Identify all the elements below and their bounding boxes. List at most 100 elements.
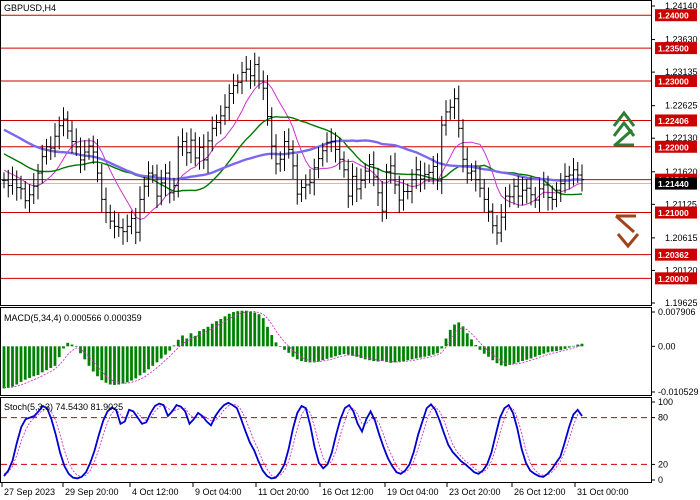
price-bar	[461, 119, 465, 173]
stoch-panel-frame	[0, 397, 652, 483]
macd-histogram	[2, 310, 584, 389]
price-bar	[567, 165, 572, 190]
price-bar	[439, 115, 444, 195]
macd-bar	[130, 346, 133, 381]
price-bar	[337, 137, 342, 170]
price-bar	[269, 107, 274, 160]
price-bar	[184, 132, 189, 166]
macd-bar	[499, 346, 503, 366]
time-tick-label: 27 Sep 2023	[4, 487, 55, 497]
price-bar	[473, 160, 478, 192]
macd-bar	[346, 346, 350, 355]
price-tick-label: 1.20615	[665, 233, 698, 243]
price-bar	[486, 187, 491, 222]
macd-bar	[49, 346, 53, 369]
price-bar	[252, 52, 257, 87]
price-bar	[116, 213, 121, 237]
macd-bar	[176, 339, 180, 347]
price-bar	[533, 186, 538, 208]
current-price-label-bg	[655, 177, 697, 190]
macd-bar	[397, 346, 401, 362]
price-bar	[159, 169, 164, 206]
price-bar	[91, 135, 96, 164]
price-bar	[427, 164, 431, 183]
price-bar	[495, 215, 499, 245]
price-bar	[456, 85, 461, 138]
price-bar	[516, 175, 521, 208]
macd-bar	[567, 346, 571, 348]
macd-bar	[355, 346, 359, 357]
price-bar	[444, 100, 448, 136]
price-bar	[308, 169, 312, 195]
price-bar	[125, 214, 130, 243]
stoch-lines	[3, 401, 583, 480]
macd-bar	[576, 344, 580, 347]
macd-bar	[210, 323, 214, 347]
price-bar	[99, 163, 104, 213]
price-bar	[422, 162, 427, 190]
price-bar	[376, 167, 380, 206]
price-bar	[367, 154, 372, 183]
macd-bar	[295, 346, 299, 360]
macd-bar	[96, 346, 99, 377]
macd-bar	[312, 346, 316, 363]
price-bar	[333, 132, 338, 163]
macd-tick-label: -0.010529	[658, 387, 699, 397]
price-bar	[6, 169, 11, 198]
macd-bar	[172, 345, 176, 347]
price-bar	[248, 59, 253, 89]
level-labels: 1.240001.235001.230001.224061.220001.215…	[655, 9, 697, 285]
macd-bar	[57, 346, 61, 358]
macd-bar	[474, 345, 478, 347]
macd-bar	[516, 346, 520, 363]
macd-bar	[389, 346, 393, 363]
level-label: 1.24000	[658, 11, 689, 21]
time-tick-label: 11 Oct 20:00	[258, 487, 309, 497]
macd-bar	[351, 346, 354, 356]
macd-bar	[359, 346, 363, 359]
price-bar	[346, 159, 351, 208]
macd-bar	[448, 329, 452, 347]
macd-bar	[406, 346, 410, 361]
price-bar	[53, 123, 57, 158]
macd-bar	[240, 310, 244, 347]
price-bar	[541, 171, 546, 199]
macd-bar	[40, 346, 44, 373]
macd-bar	[385, 346, 388, 362]
macd-bar	[321, 346, 325, 361]
price-bar	[529, 176, 533, 206]
price-bar	[482, 179, 487, 213]
macd-bar	[79, 346, 82, 354]
price-bar	[359, 168, 363, 200]
macd-bar	[372, 346, 376, 362]
macd-bar	[193, 335, 197, 347]
macd-bar	[113, 346, 116, 385]
macd-bar	[555, 346, 558, 352]
macd-bar	[495, 346, 499, 364]
price-bar	[176, 136, 181, 198]
price-bar	[167, 161, 172, 204]
macd-bar	[508, 346, 512, 365]
price-bar	[87, 138, 91, 160]
macd-bar	[138, 346, 142, 376]
price-bar	[507, 184, 512, 208]
macd-bar	[338, 346, 342, 355]
time-tick-label: 4 Oct 12:00	[132, 487, 179, 497]
macd-bar	[125, 346, 129, 383]
price-bar	[74, 128, 79, 156]
price-bar	[163, 163, 168, 197]
price-bar	[138, 186, 142, 242]
price-bar	[303, 174, 308, 200]
price-bar	[57, 116, 62, 150]
price-bar	[520, 177, 525, 206]
macd-bar	[559, 346, 563, 351]
price-bar	[405, 183, 410, 200]
macd-bar	[70, 344, 74, 347]
macd-bar	[414, 346, 418, 359]
macd-bar	[185, 338, 189, 347]
macd-bar	[546, 346, 550, 353]
price-bar	[193, 132, 198, 166]
macd-panel-frame	[0, 307, 652, 396]
macd-bar	[457, 322, 461, 347]
